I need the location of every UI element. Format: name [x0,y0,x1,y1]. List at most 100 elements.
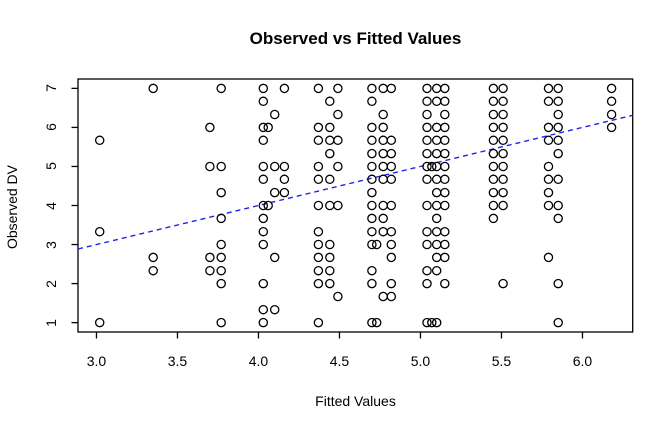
data-point [440,83,450,94]
data-point [422,135,432,146]
data-point [386,148,397,159]
data-point [378,122,388,133]
data-point [440,96,450,107]
data-point [498,161,508,172]
x-tick-label: 3.0 [86,353,107,369]
data-point [498,122,508,133]
data-point [498,187,508,198]
data-point [94,226,105,237]
data-point [498,109,508,120]
data-point [258,213,269,224]
data-point [333,200,343,211]
y-axis-label: Observed DV [4,164,20,250]
data-point [553,96,563,107]
data-point [422,161,432,172]
data-point [325,174,335,185]
data-point [205,252,215,263]
data-point [269,161,280,172]
data-point [313,200,324,211]
data-point [378,161,388,172]
data-point [367,148,377,159]
data-point [440,174,450,185]
data-points-group [94,83,617,328]
data-point [269,187,280,198]
data-point [216,265,226,276]
x-tick-label: 3.5 [167,353,188,369]
data-point [498,96,508,107]
data-point [378,148,388,159]
data-point [325,265,335,276]
data-point [488,200,499,211]
data-point [543,252,554,263]
data-point [313,239,324,250]
data-point [543,174,554,185]
data-point [325,148,335,159]
data-point [431,83,442,94]
data-point [367,187,377,198]
data-point [553,135,563,146]
data-point [498,83,508,94]
data-point [94,135,105,146]
data-point [543,96,554,107]
data-point [367,96,377,107]
data-point [148,265,158,276]
data-point [333,83,343,94]
plot-border [77,78,634,333]
data-point [313,226,324,237]
data-point [258,135,269,146]
data-point [553,148,563,159]
data-point [216,278,226,289]
data-point [258,83,269,94]
data-point [333,135,343,146]
data-point [422,148,432,159]
data-point [440,148,450,159]
data-point [386,200,397,211]
y-tick-label: 1 [43,318,59,327]
y-tick-label: 3 [43,240,59,249]
data-point [386,239,397,250]
data-point [269,252,280,263]
data-point [553,278,563,289]
data-point [205,122,215,133]
data-point [258,174,269,185]
y-tick-label: 4 [43,201,59,210]
data-point [431,161,442,172]
data-point [325,135,335,146]
data-point [378,226,388,237]
data-point [498,135,508,146]
data-point [498,200,508,211]
data-point [325,239,335,250]
data-point [543,161,554,172]
data-point [325,278,335,289]
data-point [216,187,226,198]
data-point [431,200,442,211]
data-point [367,200,377,211]
data-point [498,148,508,159]
data-point [543,122,554,133]
data-point [386,252,397,263]
data-point [553,317,563,328]
data-point [378,200,388,211]
data-point [367,265,377,276]
data-point [216,239,226,250]
data-point [216,161,226,172]
data-point [205,161,215,172]
data-point [258,96,269,107]
data-point [378,135,388,146]
data-point [431,187,442,198]
data-point [367,213,377,224]
data-point [258,304,269,315]
data-point [427,317,437,328]
data-point [422,109,432,120]
data-point [378,174,388,185]
data-point [427,161,437,172]
data-point [205,265,215,276]
data-point [325,200,335,211]
data-point [325,122,335,133]
data-point [431,317,442,328]
data-point [378,109,388,120]
data-point [386,226,397,237]
reference-line [77,114,633,250]
data-point [606,96,617,107]
data-point [367,226,377,237]
